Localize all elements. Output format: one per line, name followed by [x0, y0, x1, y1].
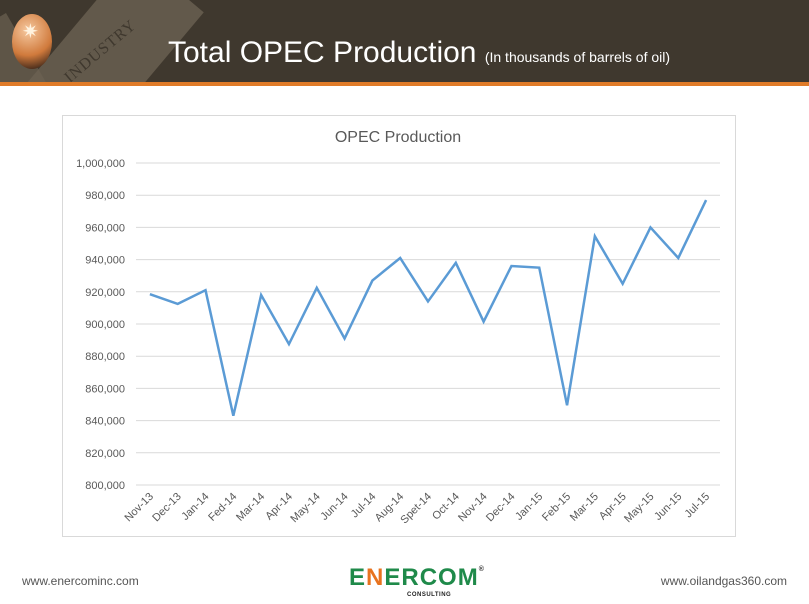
x-tick-label: Spet-14 — [398, 491, 434, 527]
x-tick-label: Nov-14 — [456, 491, 490, 525]
x-tick-label: Jan-14 — [179, 491, 211, 523]
y-tick-label: 820,000 — [85, 448, 125, 460]
y-tick-label: 880,000 — [85, 351, 125, 363]
x-tick-label: Nov-13 — [122, 491, 156, 525]
x-tick-label: Dec-13 — [150, 491, 184, 525]
logo-subtitle: CONSULTING — [407, 592, 452, 598]
y-tick-label: 900,000 — [85, 319, 125, 331]
sun-orb-icon: ✷ — [12, 14, 52, 69]
y-tick-label: 980,000 — [85, 190, 125, 202]
y-tick-label: 940,000 — [85, 255, 125, 267]
x-tick-label: Jan-15 — [513, 491, 545, 523]
y-tick-label: 800,000 — [85, 480, 125, 492]
footer-left-link[interactable]: www.enercominc.com — [22, 574, 139, 588]
x-tick-label: Dec-14 — [484, 491, 518, 525]
x-tick-label: Jun-15 — [652, 491, 684, 523]
x-tick-label: Jun-14 — [318, 491, 350, 523]
x-tick-label: May-14 — [288, 491, 322, 525]
page-subtitle: (In thousands of barrels of oil) — [484, 49, 671, 65]
y-tick-label: 1,000,000 — [76, 158, 125, 170]
x-tick-label: Jul-15 — [683, 491, 713, 521]
header-banner: INDUSTRY ✷ Total OPEC Production (In tho… — [0, 0, 809, 82]
x-tick-label: May-15 — [622, 491, 656, 525]
page-title: Total OPEC Production (In thousands of b… — [168, 36, 671, 69]
x-tick-label: Feb-15 — [540, 491, 573, 524]
y-tick-label: 840,000 — [85, 416, 125, 428]
series-line — [149, 199, 708, 417]
chart-container — [62, 115, 736, 537]
footer-right-link[interactable]: www.oilandgas360.com — [660, 574, 787, 588]
chart-title: OPEC Production — [335, 129, 461, 146]
x-tick-label: Fed-14 — [206, 491, 239, 524]
x-tick-label: Mar-15 — [568, 491, 601, 524]
y-tick-label: 920,000 — [85, 287, 125, 299]
header-divider — [0, 82, 809, 86]
enercom-logo: ENERCOM® — [349, 564, 485, 591]
y-tick-label: 960,000 — [85, 222, 125, 234]
x-tick-label: Mar-14 — [234, 491, 267, 524]
y-tick-label: 860,000 — [85, 383, 125, 395]
